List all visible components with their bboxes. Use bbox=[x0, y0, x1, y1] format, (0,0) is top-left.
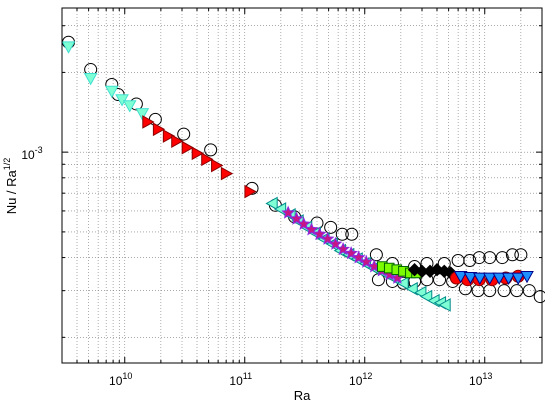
x-axis-label: Ra bbox=[294, 388, 311, 403]
series-2 bbox=[142, 115, 257, 199]
data-point bbox=[472, 272, 487, 286]
data-point bbox=[533, 290, 545, 304]
data-point bbox=[204, 143, 218, 157]
data-point bbox=[463, 253, 477, 267]
data-point bbox=[162, 129, 176, 143]
data-point bbox=[505, 248, 519, 262]
data-point bbox=[419, 289, 433, 304]
series-1 bbox=[61, 41, 150, 121]
data-point bbox=[483, 251, 497, 265]
data-point bbox=[191, 146, 205, 161]
data-point bbox=[171, 134, 184, 149]
data-point bbox=[492, 272, 507, 286]
data-point bbox=[453, 270, 468, 284]
data-point bbox=[328, 236, 343, 250]
x-tick-label: 1010 bbox=[109, 371, 132, 388]
data-point bbox=[511, 272, 526, 286]
grid bbox=[61, 8, 543, 363]
x-tick-label: 1011 bbox=[229, 371, 252, 388]
data-point bbox=[501, 272, 516, 286]
data-point bbox=[152, 122, 166, 137]
data-point bbox=[296, 216, 311, 231]
data-point bbox=[438, 298, 451, 312]
data-point bbox=[345, 227, 359, 241]
data-point bbox=[211, 158, 224, 173]
data-point bbox=[520, 270, 534, 284]
data-point bbox=[369, 248, 383, 262]
plot-frame bbox=[61, 7, 543, 364]
data-point bbox=[514, 248, 528, 262]
data-point bbox=[142, 115, 155, 129]
y-axis-label-base: Nu / Ra bbox=[4, 169, 19, 214]
data-point bbox=[83, 72, 98, 86]
data-point bbox=[304, 222, 319, 236]
data-marks bbox=[61, 35, 545, 312]
data-point bbox=[135, 108, 150, 121]
data-point bbox=[265, 196, 278, 211]
data-point bbox=[320, 231, 335, 245]
y-tick-label: 10-3 bbox=[21, 145, 42, 162]
data-point bbox=[396, 276, 409, 291]
data-point bbox=[497, 284, 511, 298]
x-tick-label: 1013 bbox=[469, 371, 492, 388]
series-4 bbox=[281, 205, 405, 284]
series-6 bbox=[407, 262, 458, 280]
data-point bbox=[405, 281, 418, 296]
x-tick-label: 1012 bbox=[349, 371, 372, 388]
data-point bbox=[244, 184, 257, 199]
data-point bbox=[312, 226, 327, 241]
y-axis-label: Nu / Ra1/2 bbox=[2, 158, 19, 215]
data-point bbox=[289, 211, 304, 225]
data-point bbox=[220, 166, 234, 181]
data-point bbox=[181, 140, 194, 155]
data-point bbox=[324, 220, 338, 234]
data-point bbox=[281, 205, 296, 219]
data-point bbox=[115, 94, 129, 107]
data-point bbox=[201, 152, 214, 167]
data-point bbox=[359, 254, 374, 268]
data-point bbox=[482, 272, 497, 286]
data-point bbox=[463, 271, 478, 285]
tick-labels: 1010 1011 1012 1013 10-3 bbox=[21, 145, 492, 388]
series-8 bbox=[453, 270, 534, 286]
data-point bbox=[122, 100, 137, 113]
data-point bbox=[104, 85, 119, 99]
data-point bbox=[472, 251, 486, 265]
data-point bbox=[177, 127, 191, 141]
data-point bbox=[495, 251, 509, 265]
data-point bbox=[522, 284, 536, 298]
data-point bbox=[61, 41, 76, 54]
data-point bbox=[335, 227, 349, 241]
data-point bbox=[430, 262, 444, 277]
y-axis-label-sup: 1/2 bbox=[2, 158, 12, 171]
